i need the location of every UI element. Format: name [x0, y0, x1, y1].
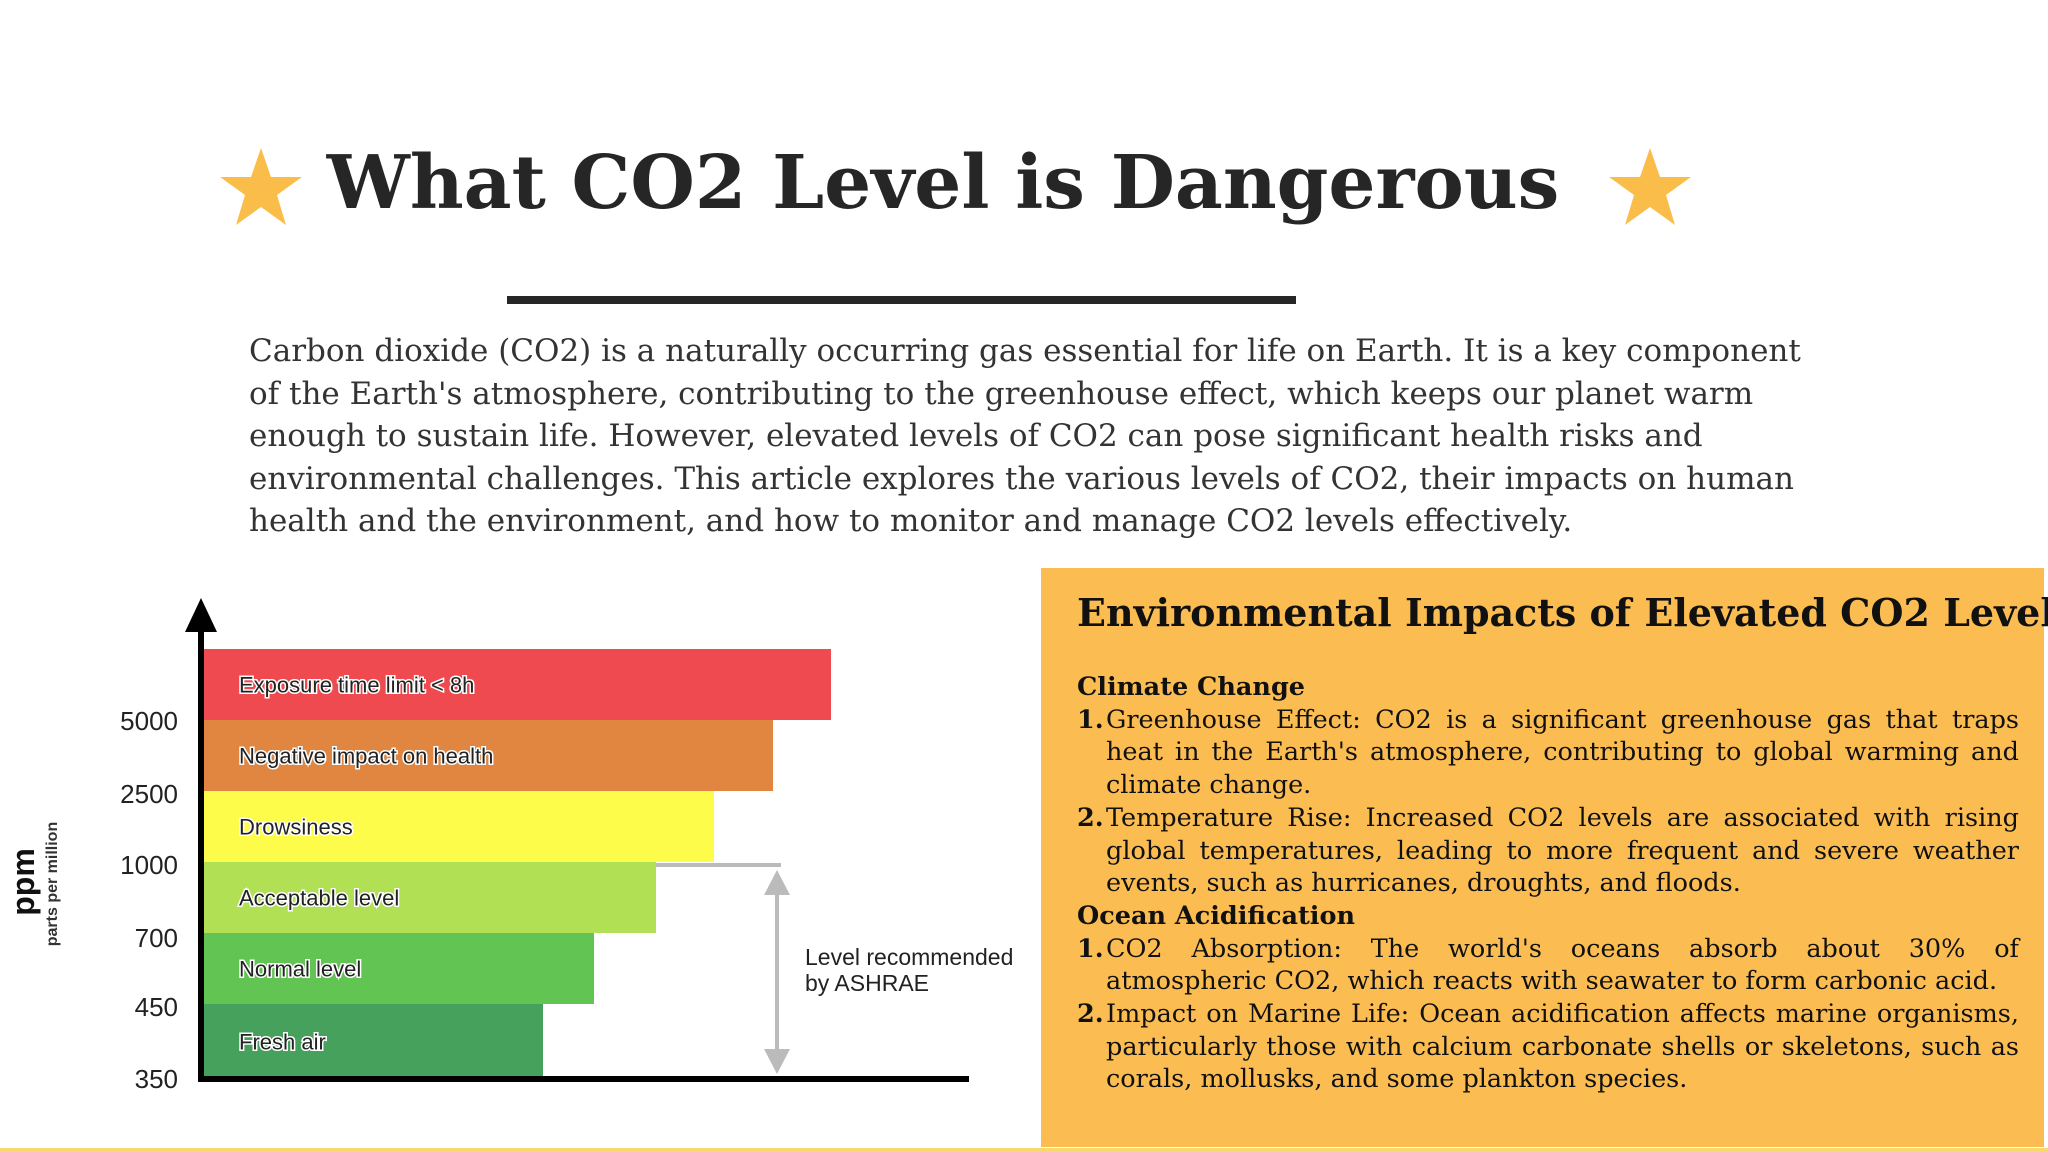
level-bar	[203, 1004, 543, 1079]
item-number: 1.	[1077, 933, 1104, 964]
panel-title: Environmental Impacts of Elevated CO2 Le…	[1077, 590, 2048, 635]
item-number: 2.	[1077, 802, 1104, 833]
level-label: Drowsiness	[239, 815, 353, 840]
level-bar	[203, 649, 831, 720]
impacts-panel: Environmental Impacts of Elevated CO2 Le…	[1041, 568, 2048, 1147]
item-text: Temperature Rise: Increased CO2 levels a…	[1106, 802, 2019, 899]
level-bar	[203, 791, 714, 862]
level-label: Fresh air	[239, 1030, 326, 1055]
divider	[507, 296, 1296, 304]
ppm-label: 5000	[120, 706, 178, 736]
ppm-label: 700	[135, 923, 178, 953]
note: by ASHRAE	[805, 970, 929, 996]
level-label: Negative impact on health	[239, 744, 493, 769]
ppm-label: 450	[135, 992, 178, 1022]
co2-diagram: Exposure time limit < 8h Negative impact …	[5, 598, 1013, 1094]
item-text: Greenhouse Effect: CO2 is a significant …	[1106, 704, 2019, 801]
item-number: 1.	[1077, 704, 1104, 735]
item-text: CO2 Absorption: The world's oceans absor…	[1106, 933, 2019, 997]
star	[220, 148, 302, 225]
axis-subtitle: parts per million	[44, 822, 61, 946]
list-item: 2. Temperature Rise: Increased CO2 levels…	[1077, 802, 2019, 900]
item-text: Impact on Marine Life: Ocean acidificati…	[1106, 999, 2019, 1095]
note: Level recommended	[805, 944, 1013, 970]
bottom-border	[0, 1148, 2048, 1152]
ppm-label: 350	[135, 1064, 178, 1094]
level-label: Normal level	[239, 957, 361, 982]
axis-unit: ppm	[5, 848, 41, 916]
star	[1609, 148, 1691, 225]
list-item: 2. Impact on Marine Life: Ocean acidifica…	[1077, 998, 2019, 1096]
list-item: 1. Greenhouse Effect: CO2 is a significan…	[1077, 704, 2019, 802]
level-label: Exposure time limit < 8h	[239, 673, 474, 698]
ppm-label: 2500	[120, 779, 178, 809]
level-bar	[203, 933, 594, 1004]
bracket-arrow	[764, 870, 790, 895]
item-number: 2.	[1077, 999, 1104, 1030]
ppm-label: 1000	[120, 850, 178, 880]
level-bar	[203, 862, 656, 933]
section-heading: Ocean Acidification	[1077, 900, 1356, 931]
panel-body: Climate Change 1. Greenhouse Effect: CO2 i…	[1077, 671, 2019, 1096]
bracket-arrow	[764, 1049, 790, 1074]
level-label: Acceptable level	[239, 886, 399, 911]
level-bar	[203, 720, 773, 791]
title: What CO2 Level is Dangerous	[326, 140, 1560, 226]
section-heading: Climate Change	[1077, 672, 1306, 702]
axis-arrow	[185, 598, 217, 632]
list-item: 1. CO2 Absorption: The world's oceans abs…	[1077, 933, 2019, 998]
intro: Carbon dioxide (CO2) is a naturally occu…	[249, 333, 1801, 540]
